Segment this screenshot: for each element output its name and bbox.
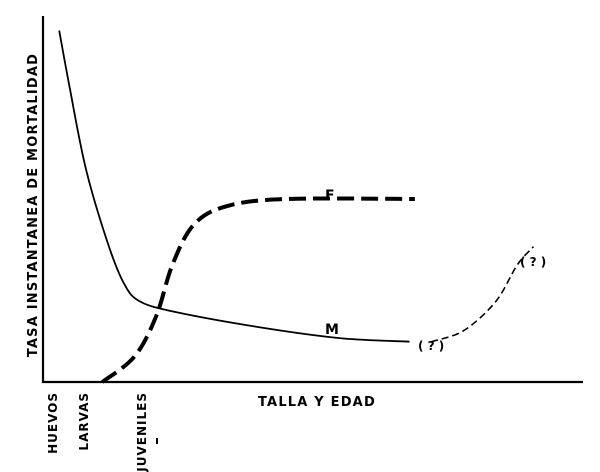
x-axis-label: TALLA Y EDAD	[258, 395, 376, 410]
x-category-huevos: HUEVOS	[46, 392, 60, 454]
y-axis-label: TASA INSTANTANEA DE MORTALIDAD	[26, 53, 41, 357]
x-category-larvas: LARVAS	[77, 392, 91, 451]
annotation-q-high: ( ? )	[520, 255, 546, 269]
series-f-line	[101, 196, 415, 384]
annotation-q-low: ( ? )	[418, 339, 444, 353]
axes	[41, 16, 583, 384]
series-layer	[58, 30, 535, 384]
series-m-line	[58, 30, 410, 343]
series-uncertain-line	[430, 246, 535, 343]
annotation-f: F	[325, 188, 335, 204]
x-category-juveniles: JUVENILES	[135, 392, 149, 472]
annotation-m: M	[325, 322, 339, 338]
